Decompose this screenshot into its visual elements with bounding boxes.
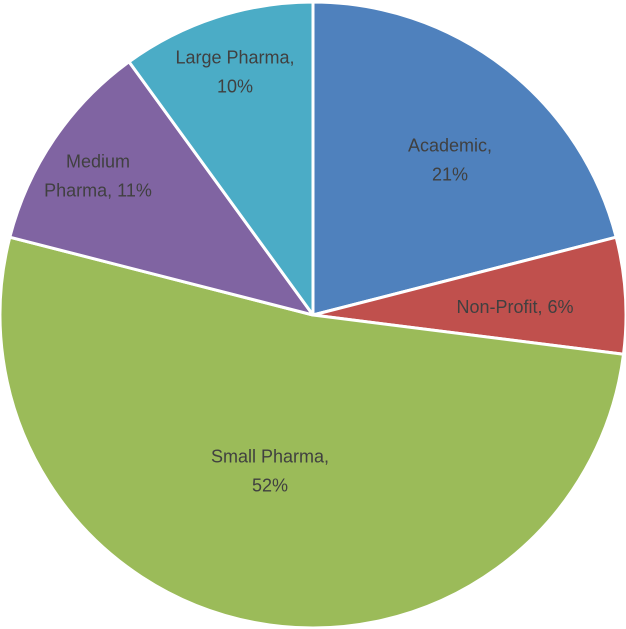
pie-label-academic: Academic, 21% [408, 136, 492, 185]
pie-label-non-profit: Non-Profit, 6% [456, 297, 573, 317]
pie-label-line: Non-Profit, 6% [456, 297, 573, 317]
pie-label-line: Medium [66, 152, 130, 172]
pie-slice-small-pharma [0, 235, 626, 629]
pie-label-line: 52% [252, 476, 288, 496]
pie-label-line: Large Pharma, [175, 48, 294, 68]
pie-label-line: 21% [432, 165, 468, 185]
pie-label-medium-pharma: Medium Pharma, 11% [44, 152, 152, 201]
pie-label-line: Small Pharma, [211, 447, 329, 467]
pie-labels: Academic, 21% Non-Profit, 6% Small Pharma, 5… [44, 48, 573, 496]
pie-label-line: Academic, [408, 136, 492, 156]
pie-label-line: Pharma, 11% [44, 181, 152, 201]
pie-slice-large-pharma [127, 0, 315, 317]
pie-label-line: 10% [217, 77, 253, 97]
pie-label-small-pharma: Small Pharma, 52% [211, 447, 329, 496]
pie-slice-medium-pharma [8, 60, 315, 317]
pie-slice-academic [311, 0, 618, 317]
pie-slice-non-profit [311, 235, 626, 356]
pie-label-large-pharma: Large Pharma, 10% [175, 48, 294, 97]
